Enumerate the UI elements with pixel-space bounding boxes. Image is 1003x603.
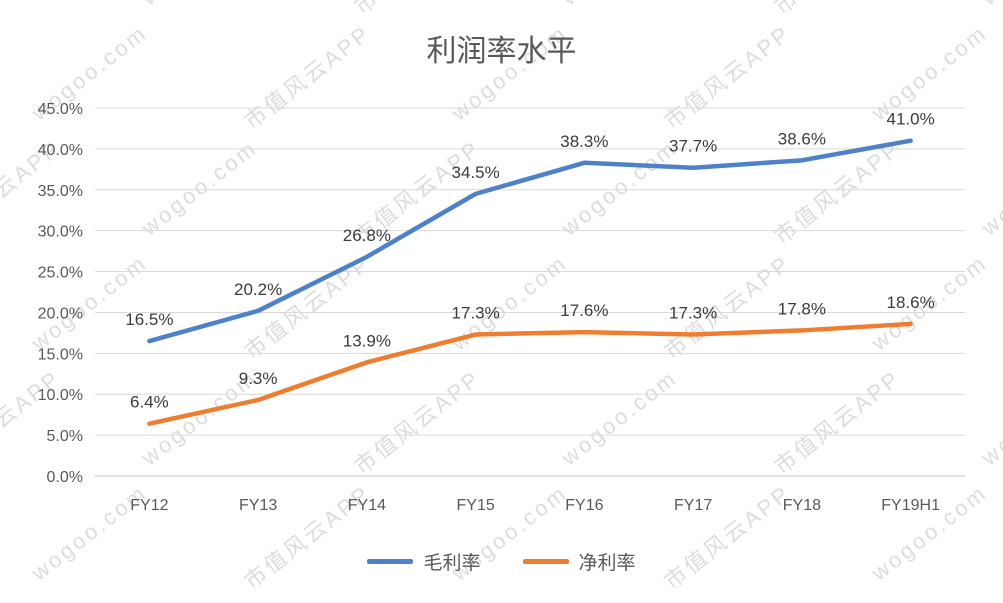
legend: 毛利率 净利率	[0, 548, 1003, 575]
svg-text:16.5%: 16.5%	[125, 310, 173, 329]
svg-text:FY17: FY17	[674, 497, 712, 514]
svg-text:FY16: FY16	[565, 497, 603, 514]
svg-text:FY15: FY15	[457, 497, 495, 514]
svg-text:6.4%: 6.4%	[130, 393, 169, 412]
svg-text:20.2%: 20.2%	[234, 280, 282, 299]
svg-text:5.0%: 5.0%	[47, 428, 83, 445]
svg-text:15.0%: 15.0%	[38, 346, 83, 363]
svg-text:10.0%: 10.0%	[38, 387, 83, 404]
svg-text:0.0%: 0.0%	[47, 469, 83, 486]
svg-text:20.0%: 20.0%	[38, 305, 83, 322]
svg-text:FY19H1: FY19H1	[881, 497, 940, 514]
svg-text:18.6%: 18.6%	[887, 293, 935, 312]
legend-item-gross-margin: 毛利率	[367, 548, 481, 575]
svg-text:37.7%: 37.7%	[669, 137, 717, 156]
svg-text:17.6%: 17.6%	[560, 301, 608, 320]
svg-text:FY18: FY18	[783, 497, 821, 514]
svg-text:38.3%: 38.3%	[560, 132, 608, 151]
svg-text:FY14: FY14	[348, 497, 386, 514]
svg-text:17.8%: 17.8%	[778, 299, 826, 318]
svg-text:17.3%: 17.3%	[452, 304, 500, 323]
svg-text:40.0%: 40.0%	[38, 142, 83, 159]
svg-text:25.0%: 25.0%	[38, 265, 83, 282]
legend-label-gross-margin: 毛利率	[423, 553, 481, 574]
chart-title: 利润率水平	[426, 35, 577, 68]
legend-swatch-net-margin	[522, 559, 569, 564]
svg-text:35.0%: 35.0%	[38, 183, 83, 200]
svg-text:41.0%: 41.0%	[887, 110, 935, 129]
svg-text:13.9%: 13.9%	[343, 331, 391, 350]
svg-text:30.0%: 30.0%	[38, 224, 83, 241]
svg-text:34.5%: 34.5%	[452, 163, 500, 182]
svg-text:FY13: FY13	[239, 497, 277, 514]
svg-text:26.8%: 26.8%	[343, 226, 391, 245]
svg-text:38.6%: 38.6%	[778, 129, 826, 148]
svg-text:17.3%: 17.3%	[669, 304, 717, 323]
svg-text:FY12: FY12	[130, 497, 168, 514]
svg-text:9.3%: 9.3%	[239, 369, 278, 388]
svg-text:45.0%: 45.0%	[38, 101, 83, 118]
legend-swatch-gross-margin	[367, 559, 414, 564]
legend-item-net-margin: 净利率	[522, 548, 636, 575]
legend-label-net-margin: 净利率	[578, 553, 636, 574]
